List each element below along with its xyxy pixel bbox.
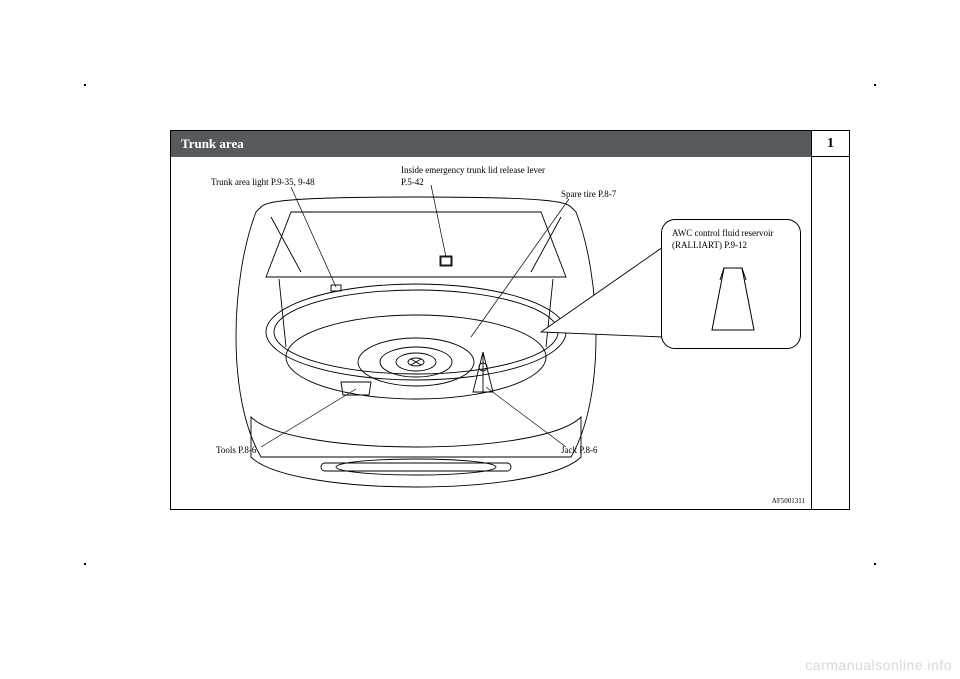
crop-mark: [84, 84, 86, 86]
label-tools: Tools P.8-6: [216, 445, 256, 456]
label-spare-tire: Spare tire P.8-7: [561, 189, 616, 200]
label-release-lever-2: P.5-42: [401, 177, 424, 188]
label-awc-1: AWC control fluid reservoir: [672, 228, 774, 239]
label-trunk-light: Trunk area light P.9-35, 9-48: [211, 177, 315, 188]
watermark: carmanualsonline.info: [805, 657, 952, 673]
crop-mark: [874, 84, 876, 86]
sidebar-tabs: [811, 157, 849, 509]
section-title: Trunk area: [171, 131, 811, 157]
page-number-tab: 1: [811, 131, 849, 157]
callout-awc: AWC control fluid reservoir (RALLIART) P…: [661, 219, 801, 349]
page-frame: Trunk area 1 Trunk area light P.9-35, 9-…: [170, 130, 850, 510]
label-release-lever-1: Inside emergency trunk lid release lever: [401, 165, 545, 176]
figure-content: Trunk area light P.9-35, 9-48 Inside eme…: [171, 157, 811, 509]
figure-code: AF5001311: [772, 497, 805, 505]
label-jack: Jack P.8-6: [561, 445, 598, 456]
crop-mark: [874, 563, 876, 565]
label-awc-2: (RALLIART) P.9-12: [672, 240, 747, 251]
crop-mark: [84, 563, 86, 565]
